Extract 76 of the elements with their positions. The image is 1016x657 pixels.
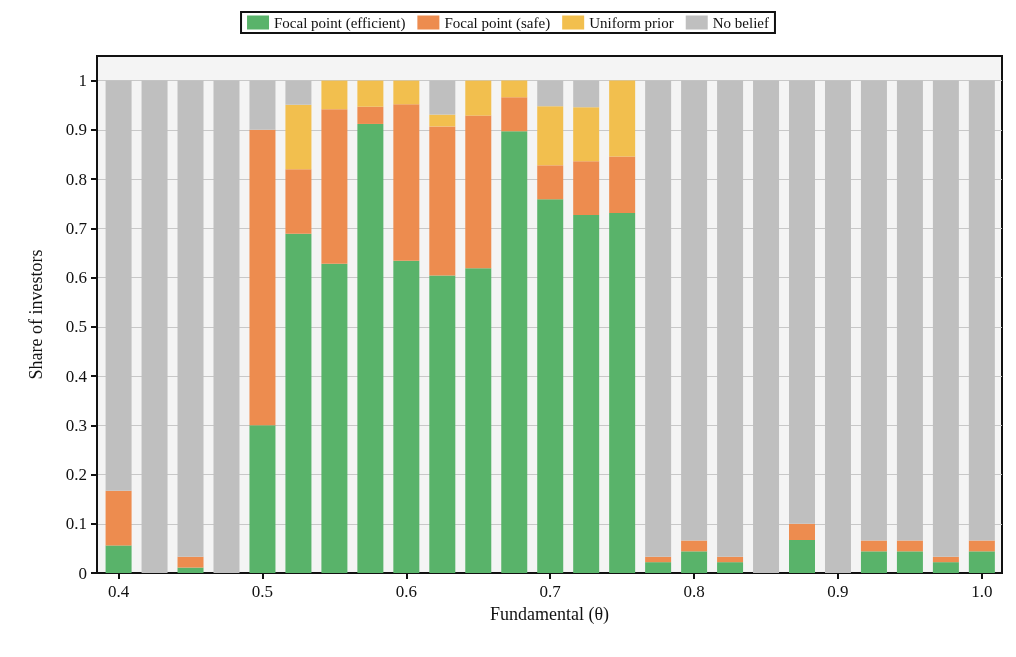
bar — [321, 80, 348, 110]
y-tick-label: 0.8 — [65, 169, 87, 189]
y-tick-label: 0 — [78, 563, 87, 583]
bar — [429, 275, 456, 573]
bar — [429, 126, 456, 276]
bar — [968, 540, 995, 552]
x-axis-title: Fundamental (θ) — [489, 604, 610, 625]
bar — [681, 540, 708, 552]
bar — [968, 551, 995, 573]
bar — [357, 123, 384, 573]
x-tick-label: 0.4 — [107, 582, 130, 601]
bar — [357, 80, 384, 107]
bar — [321, 109, 348, 264]
bar — [393, 104, 420, 261]
legend-label: No belief — [712, 14, 769, 31]
bar — [896, 551, 923, 573]
y-axis-title: Share of investors — [26, 249, 46, 380]
bar — [789, 540, 816, 573]
bar — [285, 169, 312, 234]
bar — [860, 540, 887, 552]
bar — [465, 268, 492, 573]
bar — [789, 523, 816, 541]
x-tick-label: 1.0 — [971, 582, 993, 601]
bar — [896, 540, 923, 552]
bar — [537, 106, 564, 166]
bar — [645, 562, 672, 573]
x-tick-label: 0.9 — [827, 582, 849, 601]
x-tick-label: 0.5 — [251, 582, 274, 601]
bar — [537, 165, 564, 200]
bar — [501, 80, 528, 98]
bar — [860, 551, 887, 573]
y-tick-label: 0.4 — [65, 366, 88, 386]
bar — [285, 233, 312, 573]
y-tick-label: 0.5 — [65, 317, 87, 337]
bar — [501, 131, 528, 573]
bar — [285, 104, 312, 170]
x-tick-label: 0.6 — [395, 582, 417, 601]
y-tick-label: 0.7 — [65, 218, 88, 238]
bar — [573, 107, 600, 162]
bar — [105, 490, 132, 546]
y-tick-label: 0.2 — [65, 465, 87, 485]
bar — [249, 129, 276, 426]
bar — [501, 97, 528, 132]
bar — [609, 213, 636, 573]
bar — [717, 562, 744, 573]
x-tick-label: 0.8 — [683, 582, 705, 601]
bar — [393, 260, 420, 573]
legend-label: Focal point (efficient) — [274, 14, 406, 32]
bar — [465, 80, 492, 116]
bar — [177, 556, 204, 568]
y-tick-label: 1 — [78, 71, 87, 91]
bar — [321, 263, 348, 573]
bar — [537, 199, 564, 573]
bar — [393, 80, 420, 105]
bar — [645, 556, 672, 563]
bar — [465, 115, 492, 269]
legend-label: Focal point (safe) — [444, 14, 551, 32]
bar — [932, 562, 959, 573]
bar — [177, 567, 204, 573]
y-tick-label: 0.1 — [65, 514, 87, 534]
x-tick-label: 0.7 — [539, 582, 562, 601]
bar — [249, 425, 276, 573]
bar — [573, 215, 600, 573]
bar — [357, 106, 384, 124]
bar — [573, 161, 600, 216]
bar — [932, 556, 959, 563]
bar — [429, 114, 456, 127]
bar — [609, 156, 636, 214]
bar — [717, 556, 744, 563]
bar — [681, 551, 708, 573]
y-tick-label: 0.9 — [65, 120, 87, 140]
bar — [609, 80, 636, 157]
legend-label: Uniform prior — [589, 14, 674, 31]
bar — [105, 545, 132, 573]
y-tick-label: 0.6 — [65, 268, 87, 288]
y-tick-label: 0.3 — [65, 415, 87, 435]
